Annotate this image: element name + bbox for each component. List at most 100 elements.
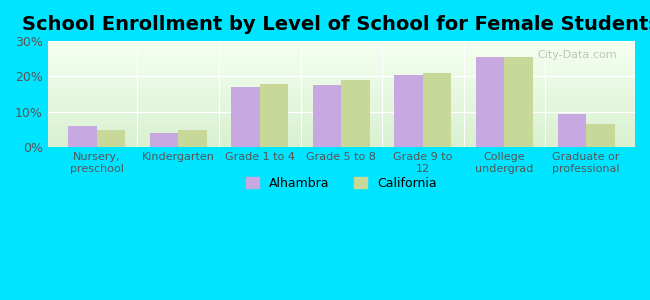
Bar [47, 116, 635, 117]
Bar [47, 72, 635, 73]
Bar [47, 136, 635, 138]
Bar [47, 95, 635, 96]
Bar [47, 103, 635, 104]
Bar [47, 94, 635, 95]
Bar [178, 130, 207, 147]
Bar [47, 43, 635, 44]
Bar [47, 144, 635, 145]
Bar [47, 106, 635, 107]
Bar [47, 91, 635, 92]
Bar [47, 134, 635, 136]
Bar [47, 51, 635, 52]
Bar [47, 90, 635, 91]
Bar [47, 77, 635, 78]
Bar [47, 53, 635, 54]
Bar [504, 57, 533, 147]
Bar [47, 42, 635, 43]
Bar [47, 98, 635, 99]
Bar [47, 41, 635, 42]
Bar [47, 62, 635, 63]
Bar [47, 133, 635, 134]
Bar [47, 101, 635, 103]
Bar [47, 109, 635, 110]
Bar [47, 120, 635, 121]
Bar [47, 110, 635, 111]
Bar [47, 61, 635, 62]
Bar [47, 128, 635, 129]
Bar [558, 114, 586, 147]
Bar [47, 107, 635, 108]
Title: School Enrollment by Level of School for Female Students: School Enrollment by Level of School for… [23, 15, 650, 34]
Bar [47, 87, 635, 88]
Bar [47, 70, 635, 71]
Bar [260, 83, 289, 147]
Bar [341, 80, 370, 147]
Bar [47, 113, 635, 114]
Text: City-Data.com: City-Data.com [538, 50, 618, 60]
Bar [47, 73, 635, 74]
Bar [47, 118, 635, 120]
Bar [586, 124, 615, 147]
Bar [47, 71, 635, 72]
Bar [47, 130, 635, 131]
Bar [47, 93, 635, 94]
Bar [47, 75, 635, 76]
Bar [47, 139, 635, 140]
Bar [47, 96, 635, 97]
Bar [47, 52, 635, 53]
Bar [47, 99, 635, 101]
Bar [47, 45, 635, 46]
Bar [47, 44, 635, 45]
Bar [47, 92, 635, 93]
Bar [423, 73, 452, 147]
Bar [47, 138, 635, 139]
Bar [47, 112, 635, 113]
Bar [47, 58, 635, 59]
Bar [47, 81, 635, 83]
Bar [47, 146, 635, 147]
Bar [47, 57, 635, 58]
Bar [47, 63, 635, 64]
Bar [47, 46, 635, 47]
Bar [47, 80, 635, 81]
Bar [47, 68, 635, 69]
Bar [47, 59, 635, 60]
Bar [47, 142, 635, 143]
Bar [47, 127, 635, 128]
Bar [47, 141, 635, 142]
Bar [47, 54, 635, 55]
Bar [47, 115, 635, 116]
Bar [47, 117, 635, 119]
Bar [68, 126, 97, 147]
Bar [47, 124, 635, 125]
Bar [47, 129, 635, 130]
Bar [47, 131, 635, 132]
Bar [47, 126, 635, 127]
Bar [47, 105, 635, 106]
Bar [47, 143, 635, 144]
Bar [47, 49, 635, 50]
Bar [47, 97, 635, 98]
Bar [47, 83, 635, 85]
Bar [47, 65, 635, 67]
Bar [47, 88, 635, 89]
Bar [313, 85, 341, 147]
Bar [47, 74, 635, 75]
Bar [47, 114, 635, 115]
Bar [476, 57, 504, 147]
Bar [47, 82, 635, 83]
Bar [47, 55, 635, 56]
Bar [47, 145, 635, 146]
Bar [395, 75, 423, 147]
Bar [47, 108, 635, 109]
Bar [47, 100, 635, 101]
Bar [150, 133, 178, 147]
Bar [47, 78, 635, 79]
Bar [47, 121, 635, 122]
Legend: Alhambra, California: Alhambra, California [240, 170, 443, 196]
Bar [47, 89, 635, 90]
Bar [47, 85, 635, 86]
Bar [47, 64, 635, 65]
Bar [47, 125, 635, 126]
Bar [47, 85, 635, 87]
